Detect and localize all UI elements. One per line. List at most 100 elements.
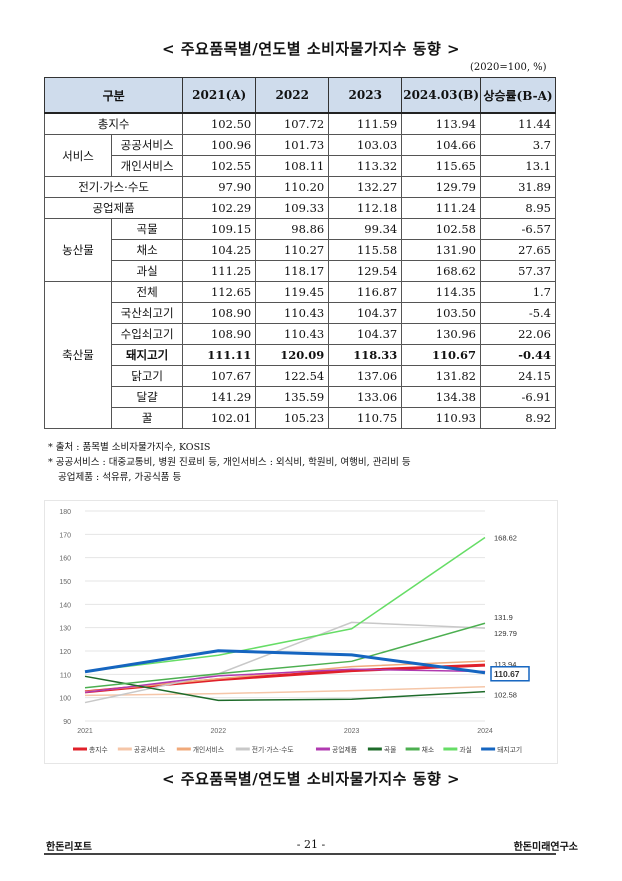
sub-label: 과실 — [110, 260, 184, 282]
sub-label: 공공서비스 — [110, 134, 184, 156]
series-line-6 — [84, 622, 486, 689]
value-cell: 131.90 — [401, 239, 481, 261]
sub-label: 곡물 — [110, 218, 184, 240]
table-row: 축산물 전체 112.65 119.45 116.87 114.35 1.7 — [44, 281, 556, 429]
y-tick-label: 120 — [59, 649, 71, 656]
col-header: 2023 — [328, 77, 403, 114]
value-cell: 13.1 — [480, 155, 556, 177]
page-title-top: < 주요품목별/연도별 소비자물가지수 동향 > — [161, 40, 461, 58]
value-cell: 27.65 — [480, 239, 556, 261]
data-label: 131.9 — [494, 613, 513, 622]
value-cell: 8.95 — [480, 197, 556, 219]
sub-label: 채소 — [110, 239, 184, 261]
footer-left: 한돈리포트 — [46, 842, 92, 853]
y-tick-label: 100 — [59, 696, 71, 703]
value-cell: 105.23 — [255, 407, 330, 429]
value-cell: 134.38 — [401, 386, 481, 408]
value-cell: 111.24 — [401, 197, 481, 219]
legend-label: 개인서비스 — [193, 745, 224, 754]
line-chart: 90 100 110 120 130 140 150 160 170 180 2021 2022 202… — [44, 500, 558, 764]
value-cell: 118.33 — [328, 344, 403, 366]
value-cell: 97.90 — [182, 176, 257, 198]
value-cell: 109.33 — [255, 197, 330, 219]
value-cell: 168.62 — [401, 260, 481, 282]
note-line: * 공공서비스 : 대중교통비, 병원 진료비 등, 개인서비스 : 외식비, … — [48, 457, 411, 468]
table-row: 돼지고기 111.11 120.09 118.33 110.67 -0.44 — [45, 344, 556, 366]
value-cell: 102.50 — [182, 112, 257, 135]
value-cell: 112.65 — [182, 281, 257, 303]
table-row: 닭고기 107.67 122.54 137.06 131.82 24.15 — [45, 365, 556, 387]
table-row: 공업제품 102.29 109.33 112.18 111.24 8.95 — [43, 197, 556, 219]
sub-label: 전체 — [110, 281, 184, 303]
value-cell: 104.66 — [401, 134, 481, 156]
value-cell: 141.29 — [182, 386, 257, 408]
value-cell: 111.59 — [328, 112, 403, 135]
value-cell: 101.73 — [255, 134, 330, 156]
unit-note: (2020=100, %) — [470, 62, 547, 73]
value-cell: 104.37 — [328, 323, 403, 345]
col-header: 2024.03(B) — [401, 77, 481, 114]
value-cell: 108.90 — [182, 302, 257, 324]
value-cell: 116.87 — [328, 281, 403, 303]
sub-label: 닭고기 — [110, 365, 184, 387]
row-label: 총지수 — [43, 112, 184, 135]
legend-label: 공공서비스 — [134, 745, 165, 754]
x-tick-label: 2023 — [344, 728, 360, 735]
value-cell: 110.43 — [255, 302, 330, 324]
value-cell: 113.32 — [328, 155, 403, 177]
value-cell: 131.82 — [401, 365, 481, 387]
value-cell: 1.7 — [480, 281, 556, 303]
x-tick-label: 2022 — [211, 728, 227, 735]
group-label: 농산물 — [44, 218, 112, 282]
value-cell: -6.57 — [480, 218, 556, 240]
value-cell: 132.27 — [328, 176, 403, 198]
value-cell: 3.7 — [480, 134, 556, 156]
table-row: 채소 104.25 110.27 115.58 131.90 27.65 — [45, 239, 556, 261]
note-line: * 출처 : 품목별 소비자물가지수, KOSIS — [48, 442, 211, 453]
value-cell: 104.25 — [182, 239, 257, 261]
value-cell: 129.54 — [328, 260, 403, 282]
table-row: 서비스 공공서비스 100.96 101.73 103.03 104.66 3.7 — [44, 134, 556, 177]
sub-label: 국산쇠고기 — [110, 302, 184, 324]
sub-label: 수입쇠고기 — [110, 323, 184, 345]
value-cell: 11.44 — [480, 112, 556, 135]
series-line-8 — [84, 649, 486, 675]
value-cell: 110.93 — [401, 407, 481, 429]
value-cell: 22.06 — [480, 323, 556, 345]
group-label: 축산물 — [44, 281, 112, 429]
value-cell: 135.59 — [255, 386, 330, 408]
value-cell: 99.34 — [328, 218, 403, 240]
row-label: 공업제품 — [43, 197, 184, 219]
x-tick-label: 2021 — [77, 728, 93, 735]
group-label: 서비스 — [44, 134, 112, 177]
table-row: 과실 111.25 118.17 129.54 168.62 57.37 — [45, 260, 556, 282]
value-cell: 110.67 — [401, 344, 481, 366]
y-tick-label: 180 — [59, 509, 71, 516]
table-row: 농산물 곡물 109.15 98.86 99.34 102.58 -6.57 — [44, 218, 556, 282]
page-title-bottom: < 주요품목별/연도별 소비자물가지수 동향 > — [161, 770, 461, 788]
series-line-1 — [84, 686, 486, 697]
cpi-table: 구분 2021(A) 2022 2023 2024.03(B) 상승률(B-A)… — [43, 77, 556, 429]
sub-label: 개인서비스 — [110, 155, 184, 177]
value-cell: 119.45 — [255, 281, 330, 303]
value-cell: -6.91 — [480, 386, 556, 408]
value-cell: 111.11 — [182, 344, 257, 366]
value-cell: 110.20 — [255, 176, 330, 198]
value-cell: 113.94 — [401, 112, 481, 135]
value-cell: 114.35 — [401, 281, 481, 303]
y-tick-label: 130 — [59, 626, 71, 633]
table-row: 수입쇠고기 108.90 110.43 104.37 130.96 22.06 — [45, 323, 556, 345]
sub-label: 돼지고기 — [110, 344, 184, 366]
value-cell: 130.96 — [401, 323, 481, 345]
value-cell: 107.67 — [182, 365, 257, 387]
legend-label: 돼지고기 — [497, 745, 522, 754]
table-row: 총지수 102.50 107.72 111.59 113.94 11.44 — [43, 112, 556, 135]
footer-right: 한돈미래연구소 — [513, 842, 578, 853]
data-label: 102.58 — [494, 691, 517, 700]
data-label: 168.62 — [494, 534, 517, 543]
legend-label: 공업제품 — [332, 746, 357, 754]
value-cell: 111.25 — [182, 260, 257, 282]
table-row: 전기·가스·수도 97.90 110.20 132.27 129.79 31.89 — [43, 176, 556, 198]
value-cell: 24.15 — [480, 365, 556, 387]
value-cell: 109.15 — [182, 218, 257, 240]
